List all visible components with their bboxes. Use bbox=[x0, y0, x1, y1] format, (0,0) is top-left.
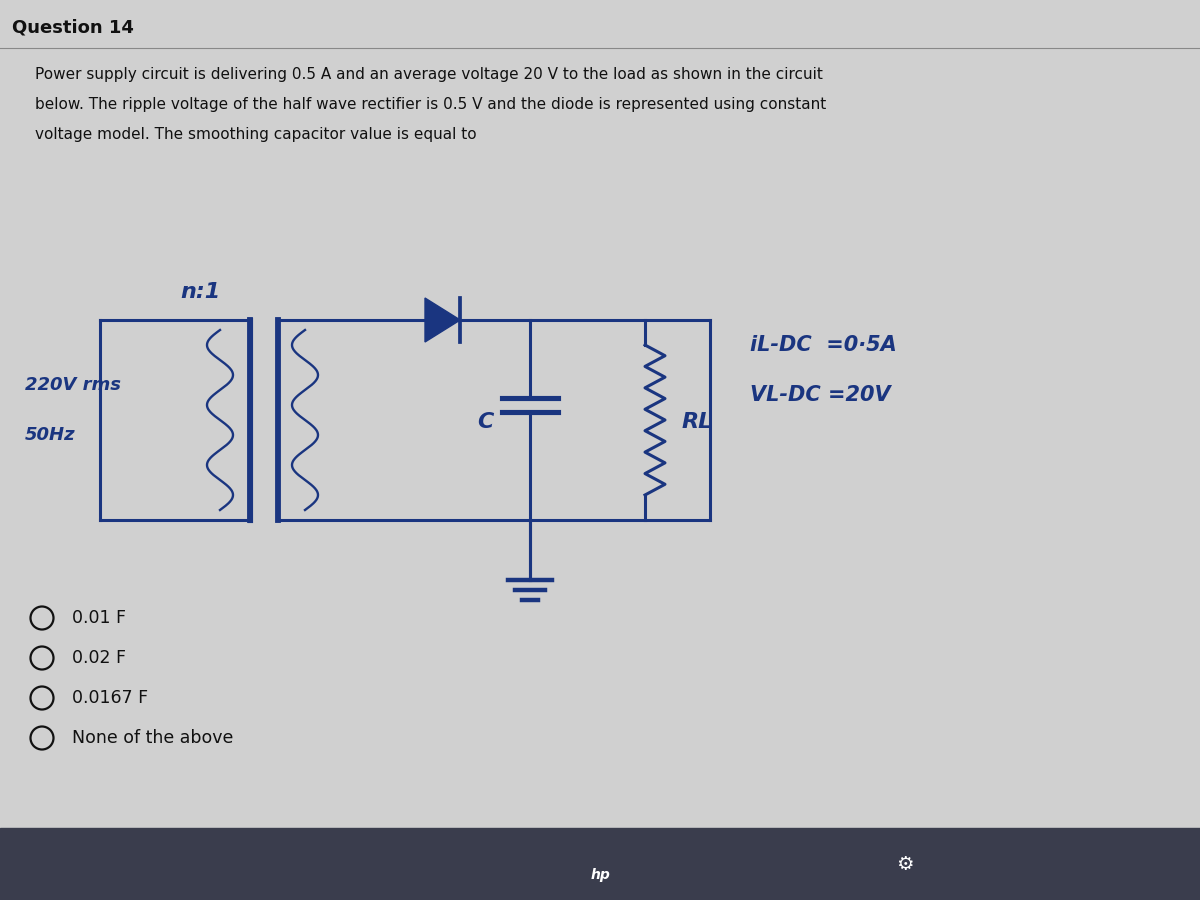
Text: voltage model. The smoothing capacitor value is equal to: voltage model. The smoothing capacitor v… bbox=[35, 128, 476, 142]
Text: VL-DC =20V: VL-DC =20V bbox=[750, 385, 890, 405]
Text: Question 14: Question 14 bbox=[12, 19, 134, 37]
Text: None of the above: None of the above bbox=[72, 729, 233, 747]
Text: 50Hz: 50Hz bbox=[25, 426, 76, 444]
Text: ⚙: ⚙ bbox=[896, 854, 913, 874]
Text: 220V rms: 220V rms bbox=[25, 376, 121, 394]
Text: 0.01 F: 0.01 F bbox=[72, 609, 126, 627]
Bar bbox=[0, 828, 1200, 900]
Text: iL-DC  =0·5A: iL-DC =0·5A bbox=[750, 335, 896, 355]
Text: RL: RL bbox=[682, 412, 713, 432]
Text: C: C bbox=[476, 412, 493, 432]
Text: 0.0167 F: 0.0167 F bbox=[72, 689, 148, 707]
Text: n:1: n:1 bbox=[180, 282, 220, 302]
Polygon shape bbox=[425, 298, 461, 342]
Text: hp: hp bbox=[590, 868, 610, 882]
Text: 0.02 F: 0.02 F bbox=[72, 649, 126, 667]
Text: Power supply circuit is delivering 0.5 A and an average voltage 20 V to the load: Power supply circuit is delivering 0.5 A… bbox=[35, 68, 823, 83]
Text: below. The ripple voltage of the half wave rectifier is 0.5 V and the diode is r: below. The ripple voltage of the half wa… bbox=[35, 97, 827, 112]
